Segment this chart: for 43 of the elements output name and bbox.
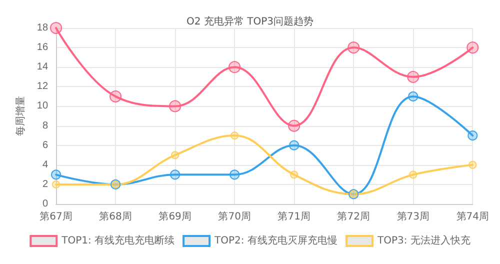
y-tick-label: 12 [36, 81, 48, 92]
x-tick-label: 第73周 [396, 210, 430, 222]
x-tick-label: 第68周 [99, 210, 132, 222]
point [408, 91, 418, 102]
y-tick-label: 4 [42, 159, 48, 170]
y-tick-label: 6 [42, 140, 48, 151]
point [169, 100, 182, 112]
x-tick-label: 第71周 [278, 210, 310, 222]
point [170, 170, 180, 180]
legend-label: TOP2: 有线充电灭屏充电慢 [214, 234, 338, 246]
y-tick-label: 14 [36, 62, 48, 73]
y-tick-label: 10 [36, 100, 48, 112]
point [288, 120, 300, 132]
point [110, 90, 122, 102]
point [290, 170, 298, 179]
x-tick-label: 第67周 [40, 210, 72, 222]
chart-title: O2 充电异常 TOP3问题趋势 [186, 16, 314, 28]
point [228, 61, 241, 74]
point [230, 132, 239, 140]
y-tick-label: 18 [36, 22, 48, 34]
point [466, 42, 479, 54]
point [50, 22, 62, 34]
point [409, 170, 418, 179]
point [51, 170, 62, 180]
y-tick-label: 16 [36, 42, 48, 54]
y-tick-label: 2 [42, 178, 48, 190]
point [289, 140, 300, 150]
point [52, 180, 60, 188]
point [407, 70, 420, 83]
point [230, 170, 240, 180]
point [348, 42, 360, 54]
point [171, 151, 180, 160]
x-tick-label: 第74周 [456, 210, 490, 222]
x-tick-label: 第69周 [158, 210, 192, 222]
y-tick-label: 0 [42, 198, 48, 210]
x-tick-label: 第70周 [218, 210, 251, 222]
point [468, 130, 478, 141]
x-tick-label: 第72周 [337, 210, 370, 222]
point [468, 160, 477, 169]
legend-label: TOP1: 有线充电充电断续 [60, 234, 175, 246]
y-axis-title: 每周增量 [14, 96, 26, 136]
legend-label: TOP3: 无法进入快充 [376, 234, 470, 246]
y-tick-label: 8 [42, 120, 48, 132]
